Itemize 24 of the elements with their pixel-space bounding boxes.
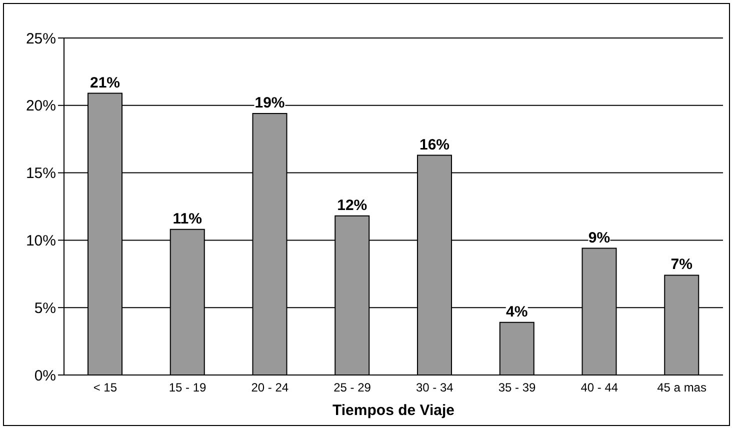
x-axis-title: Tiempos de Viaje: [332, 402, 454, 419]
y-tick-label: 20%: [26, 98, 56, 115]
x-tick-label: 40 - 44: [580, 380, 618, 395]
data-label: 19%: [254, 94, 285, 112]
y-tick-label: 25%: [26, 30, 56, 48]
x-tick-label: < 15: [93, 380, 118, 395]
y-tick-label: 10%: [26, 232, 56, 250]
x-tick-label: 45 a mas: [657, 380, 706, 395]
data-label: 9%: [588, 229, 610, 246]
x-tick-label: 35 - 39: [498, 380, 536, 395]
data-label: 12%: [337, 196, 368, 214]
x-tick-label: 15 - 19: [168, 380, 207, 395]
data-label: 21%: [90, 74, 120, 92]
x-tick-label: 30 - 34: [416, 380, 454, 395]
data-label: 7%: [670, 256, 692, 274]
data-label: 11%: [172, 210, 202, 228]
y-tick-label: 15%: [26, 165, 56, 182]
bar: [499, 322, 534, 375]
x-tick-label: 25 - 29: [334, 380, 372, 395]
data-label: 4%: [506, 303, 528, 320]
y-tick-label: 5%: [34, 300, 56, 317]
data-label: 16%: [419, 136, 450, 154]
x-tick-label: 20 - 24: [251, 380, 289, 395]
y-tick-label: 0%: [34, 367, 56, 384]
